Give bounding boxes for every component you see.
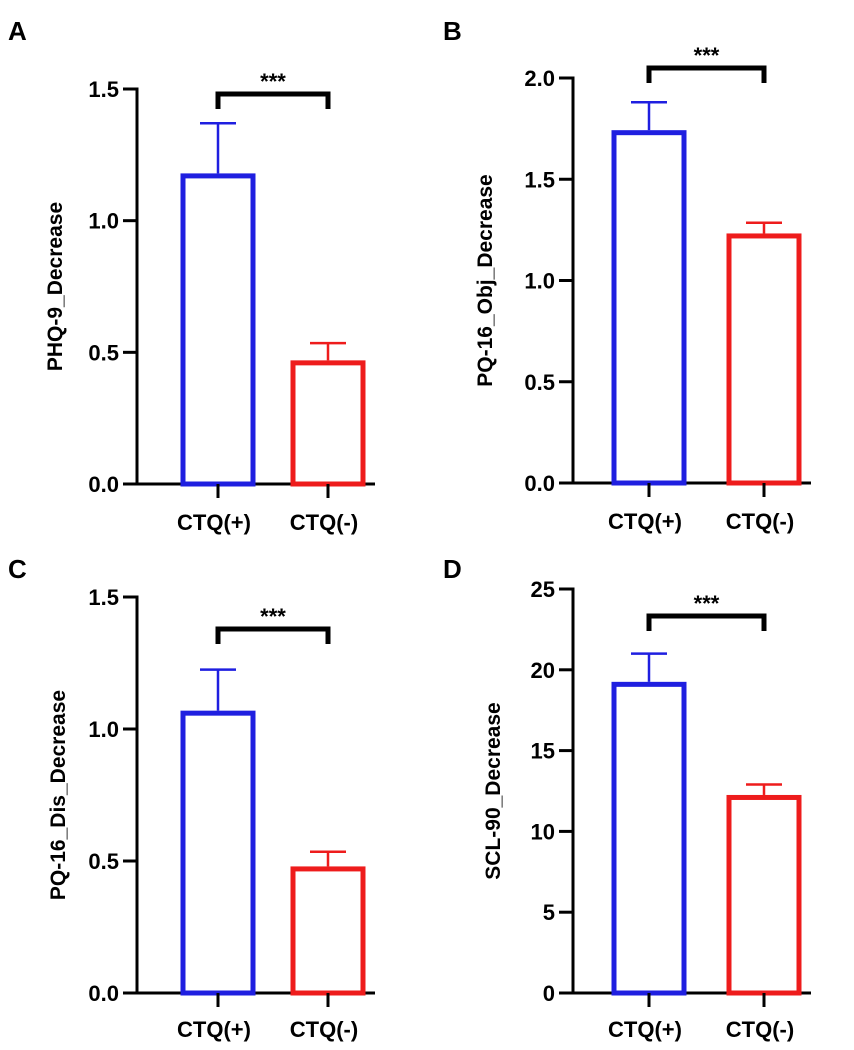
panel-letter: D <box>443 554 462 584</box>
y-tick-label: 2.0 <box>524 66 555 91</box>
y-tick-label: 0.0 <box>88 981 119 1006</box>
chart-panel-c: C 0.0 0.5 1.0 1.5 PQ-16_Dis_Decrease CTQ(+) CTQ… <box>8 554 375 1042</box>
y-tick-label: 5 <box>543 900 555 925</box>
y-tick-label: 1.5 <box>88 77 119 102</box>
significance-label: *** <box>260 604 286 629</box>
significance-bracket <box>215 626 331 644</box>
y-tick-label: 20 <box>531 658 555 683</box>
panel-letter: B <box>443 16 462 46</box>
y-tick-label: 15 <box>531 739 555 764</box>
y-tick-label: 0 <box>543 981 555 1006</box>
significance-bracket <box>646 65 767 83</box>
y-tick-label: 1.0 <box>88 717 119 742</box>
y-tick-label: 10 <box>531 819 555 844</box>
chart-panel-a: A 0.0 0.5 1.0 1.5 PHQ-9_Decrease CTQ(+) CTQ(-) *… <box>8 16 375 535</box>
bar-ctq-positive <box>180 710 256 996</box>
y-tick-label: 0.0 <box>88 472 119 497</box>
y-tick-label: 0.5 <box>88 340 119 365</box>
significance-label: *** <box>260 69 286 94</box>
significance-label: *** <box>694 43 720 68</box>
chart-panel-d: D 0 5 10 15 20 25 SCL-90_Decrease CTQ(+) CTQ(-) **… <box>443 554 811 1042</box>
y-axis-title: PQ-16_Obj_Decrease <box>474 174 497 386</box>
y-tick-label: 25 <box>531 577 555 602</box>
y-tick-label: 0.5 <box>88 849 119 874</box>
y-tick-label: 0.5 <box>524 370 555 395</box>
x-tick-label: CTQ(+) <box>608 1017 682 1042</box>
bar-ctq-negative <box>726 794 802 996</box>
panel-letter: A <box>8 16 27 46</box>
bar-ctq-positive <box>611 130 687 486</box>
y-axis-title: PHQ-9_Decrease <box>44 202 67 371</box>
y-tick-label: 1.0 <box>524 269 555 294</box>
bar-ctq-negative <box>290 360 366 487</box>
bar-ctq-negative <box>290 866 366 996</box>
bar-ctq-positive <box>611 681 687 996</box>
chart-panel-b: B 0.0 0.5 1.0 1.5 2.0 PQ-16_Obj_Decrease CTQ(+)… <box>443 16 811 534</box>
x-tick-label: CTQ(-) <box>726 509 794 534</box>
bar-ctq-positive <box>180 173 256 487</box>
x-tick-label: CTQ(-) <box>290 1017 358 1042</box>
significance-bracket <box>215 91 331 109</box>
x-tick-label: CTQ(+) <box>177 1017 251 1042</box>
y-tick-label: 1.0 <box>88 209 119 234</box>
x-tick-label: CTQ(+) <box>608 509 682 534</box>
bar-ctq-negative <box>726 233 802 486</box>
y-tick-label: 1.5 <box>88 585 119 610</box>
y-axis-title: SCL-90_Decrease <box>482 702 505 879</box>
x-tick-label: CTQ(+) <box>177 510 251 535</box>
significance-label: *** <box>694 591 720 616</box>
x-tick-label: CTQ(-) <box>726 1017 794 1042</box>
y-axis-title: PQ-16_Dis_Decrease <box>47 690 70 900</box>
panel-letter: C <box>8 554 27 584</box>
y-tick-label: 1.5 <box>524 167 555 192</box>
y-tick-label: 0.0 <box>524 471 555 496</box>
significance-bracket <box>646 613 767 631</box>
x-tick-label: CTQ(-) <box>290 510 358 535</box>
